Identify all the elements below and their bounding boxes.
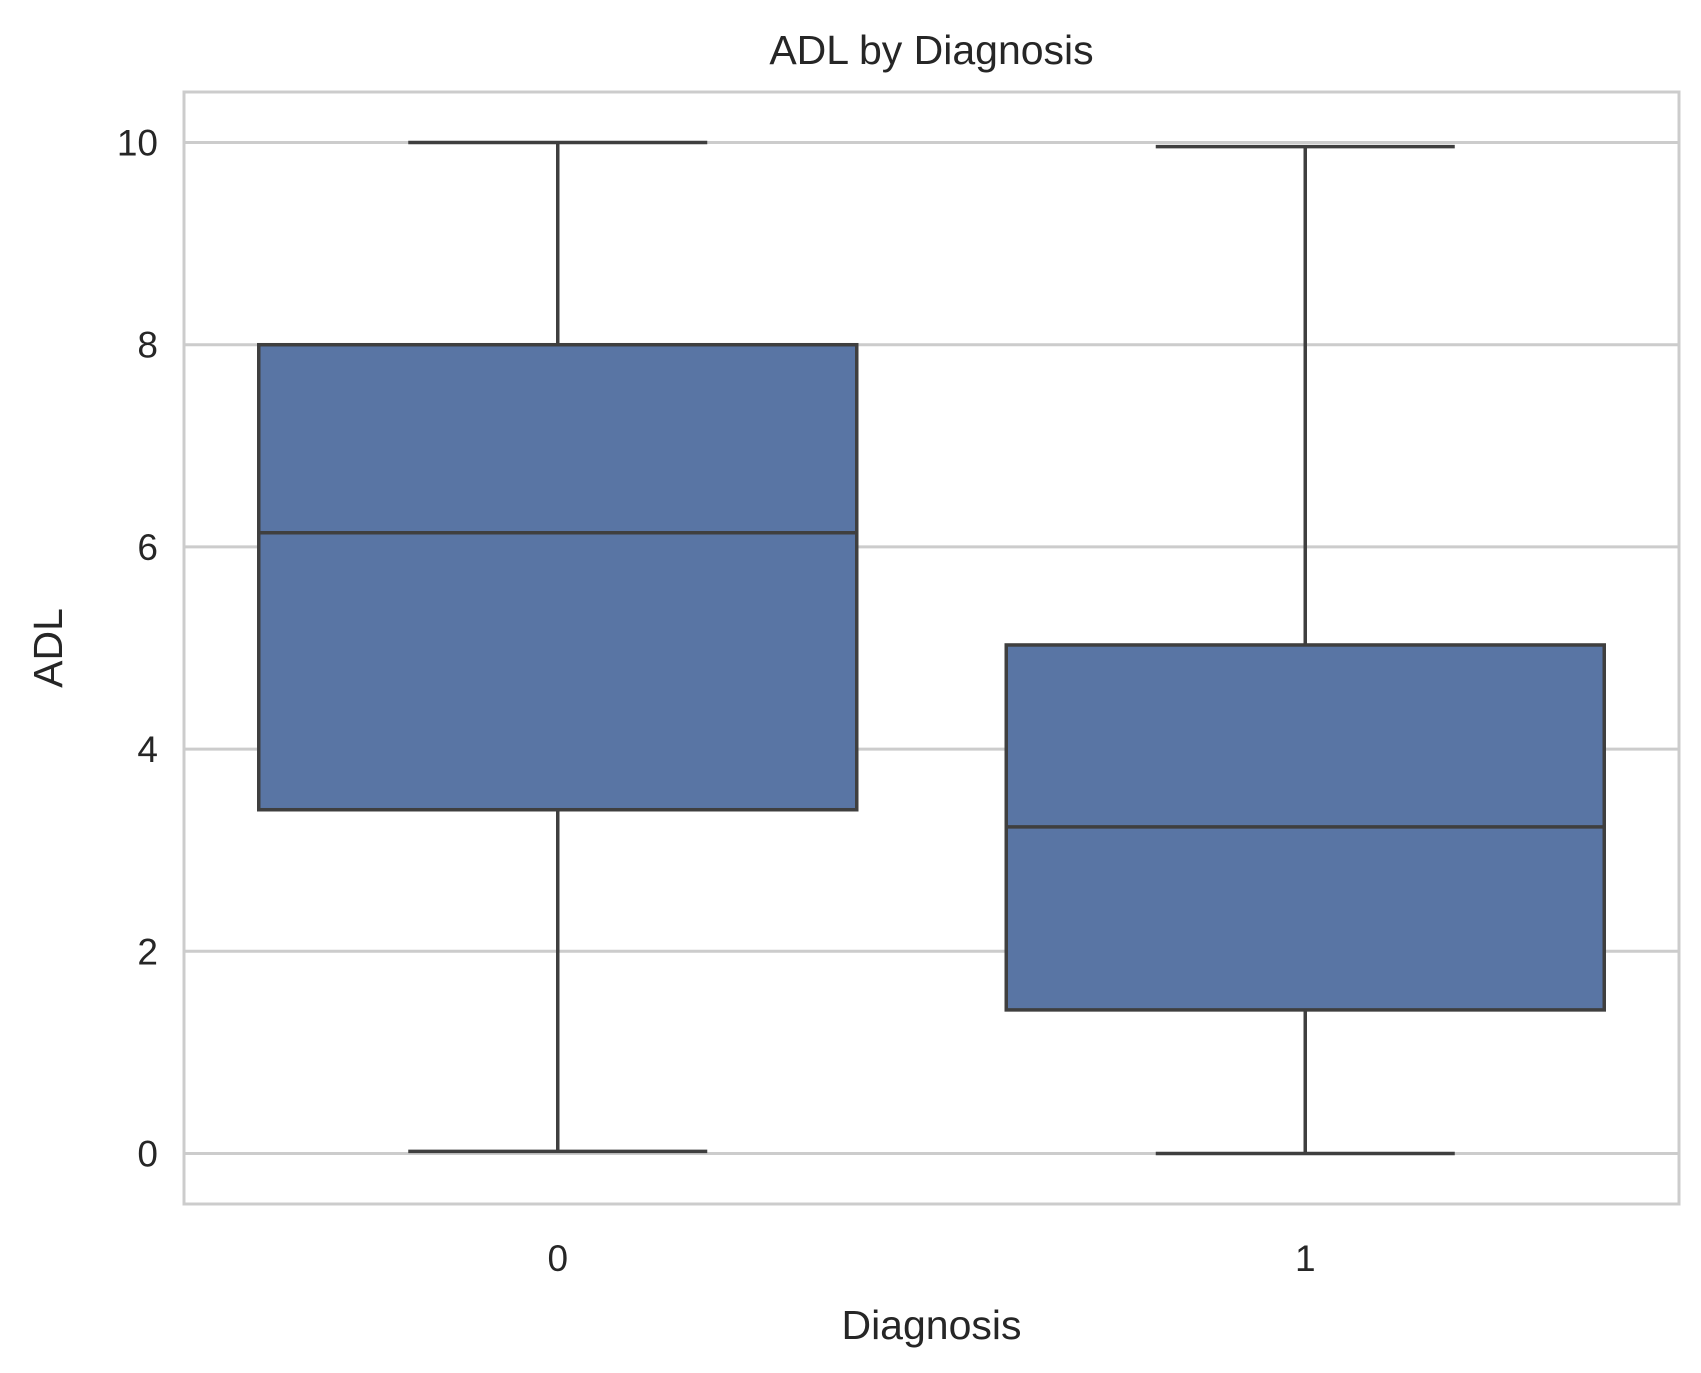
chart-title: ADL by Diagnosis [769, 27, 1093, 73]
y-tick-label-8: 8 [137, 325, 158, 366]
boxes [257, 140, 1606, 1156]
y-tick-labels: 0 2 4 6 8 10 [117, 123, 158, 1175]
plot-frame [182, 90, 1681, 1206]
x-tick-label-0: 0 [547, 1238, 568, 1279]
y-tick-label-2: 2 [137, 931, 158, 972]
y-tick-label-0: 0 [137, 1133, 158, 1174]
y-tick-label-4: 4 [137, 729, 158, 770]
y-tick-label-10: 10 [117, 123, 158, 164]
box-0 [257, 140, 859, 1154]
x-axis-label: Diagnosis [841, 1302, 1021, 1348]
x-tick-label-1: 1 [1295, 1238, 1316, 1279]
box-body-0 [257, 342, 859, 812]
y-axis-label: ADL [25, 608, 71, 688]
box-1 [1004, 144, 1606, 1156]
y-tick-label-6: 6 [137, 527, 158, 568]
